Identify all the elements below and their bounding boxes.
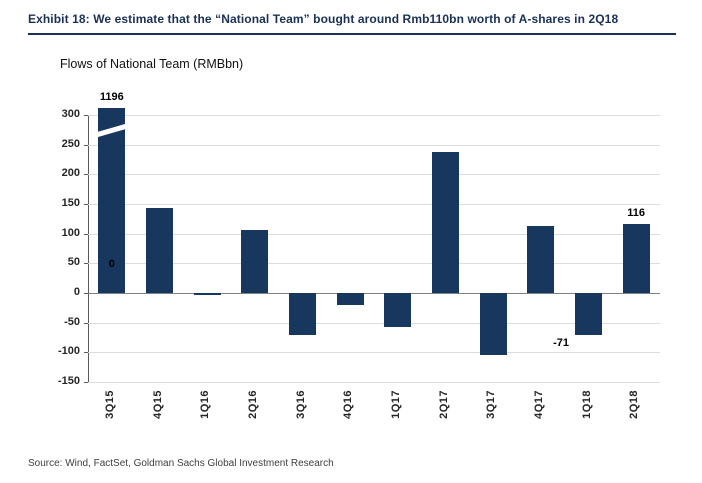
gridline xyxy=(88,382,660,383)
title-rule xyxy=(28,33,676,35)
bar-4Q15 xyxy=(146,208,173,293)
x-tick-label-3Q15: 3Q15 xyxy=(103,390,116,419)
gridline xyxy=(88,204,660,205)
plot-area: 1196 0 -71 116 xyxy=(88,91,660,383)
y-axis-tick xyxy=(84,144,88,146)
x-tick-label-2Q18: 2Q18 xyxy=(628,390,641,419)
data-label-3Q15: 1196 xyxy=(99,91,124,103)
bar-2Q17 xyxy=(432,151,459,293)
y-tick-label: 250 xyxy=(61,137,80,150)
y-axis-line xyxy=(88,115,89,383)
y-axis-tick xyxy=(84,233,88,235)
y-axis-tick xyxy=(84,322,88,324)
y-axis-tick xyxy=(84,382,88,383)
axis-break-mark xyxy=(95,123,129,138)
y-tick-label: 200 xyxy=(61,167,80,180)
x-tick-label-2Q16: 2Q16 xyxy=(246,390,259,419)
bar-2Q18 xyxy=(622,224,650,293)
gridline xyxy=(88,144,660,146)
y-axis-tick xyxy=(84,115,88,116)
x-tick-label-4Q15: 4Q15 xyxy=(151,390,164,419)
gridline xyxy=(88,263,660,265)
y-axis-tick xyxy=(84,174,88,176)
gridline xyxy=(88,115,660,116)
bar-1Q16 xyxy=(193,293,221,295)
bar-4Q16 xyxy=(336,293,364,305)
x-tick-label-4Q17: 4Q17 xyxy=(532,390,545,419)
y-tick-label: -150 xyxy=(57,375,80,387)
source-note: Source: Wind, FactSet, Goldman Sachs Glo… xyxy=(28,458,334,469)
y-tick-label: 150 xyxy=(61,197,80,209)
gridline xyxy=(88,322,660,324)
data-label-3Q15: 0 xyxy=(108,258,115,270)
y-axis-tick xyxy=(84,352,88,354)
y-tick-label: -50 xyxy=(64,315,80,328)
x-tick-label-4Q16: 4Q16 xyxy=(342,390,355,419)
y-axis-tick xyxy=(84,263,88,265)
y-tick-label: 100 xyxy=(61,226,80,239)
bar-3Q17 xyxy=(479,293,507,356)
bar-3Q16 xyxy=(289,293,316,335)
gridline xyxy=(88,352,660,354)
data-label-2Q18: 116 xyxy=(627,207,646,220)
bar-4Q17 xyxy=(527,225,555,293)
bar-3Q15 xyxy=(95,108,129,293)
gridline xyxy=(88,174,660,176)
x-tick-label-3Q16: 3Q16 xyxy=(294,390,307,419)
x-tick-label-1Q17: 1Q17 xyxy=(389,390,402,419)
y-tick-label: 50 xyxy=(67,256,80,269)
bar-1Q18 xyxy=(575,293,602,336)
chart-title: Flows of National Team (RMBbn) xyxy=(60,57,244,71)
x-tick-label-3Q17: 3Q17 xyxy=(485,390,498,419)
bar-1Q17 xyxy=(384,293,412,327)
zero-axis-line xyxy=(88,293,660,294)
y-tick-label: -100 xyxy=(57,345,80,358)
gridline xyxy=(88,233,660,235)
y-axis-tick xyxy=(84,293,88,294)
x-tick-label-2Q17: 2Q17 xyxy=(437,390,450,419)
bar-2Q16 xyxy=(241,229,269,293)
y-tick-label: 0 xyxy=(73,286,80,298)
y-tick-label: 300 xyxy=(61,108,80,120)
y-axis-tick xyxy=(84,204,88,205)
exhibit-title: Exhibit 18: We estimate that the “Nation… xyxy=(28,12,619,26)
data-label-1Q18: -71 xyxy=(553,337,569,350)
x-tick-label-1Q16: 1Q16 xyxy=(199,390,212,419)
x-tick-label-1Q18: 1Q18 xyxy=(580,390,593,419)
